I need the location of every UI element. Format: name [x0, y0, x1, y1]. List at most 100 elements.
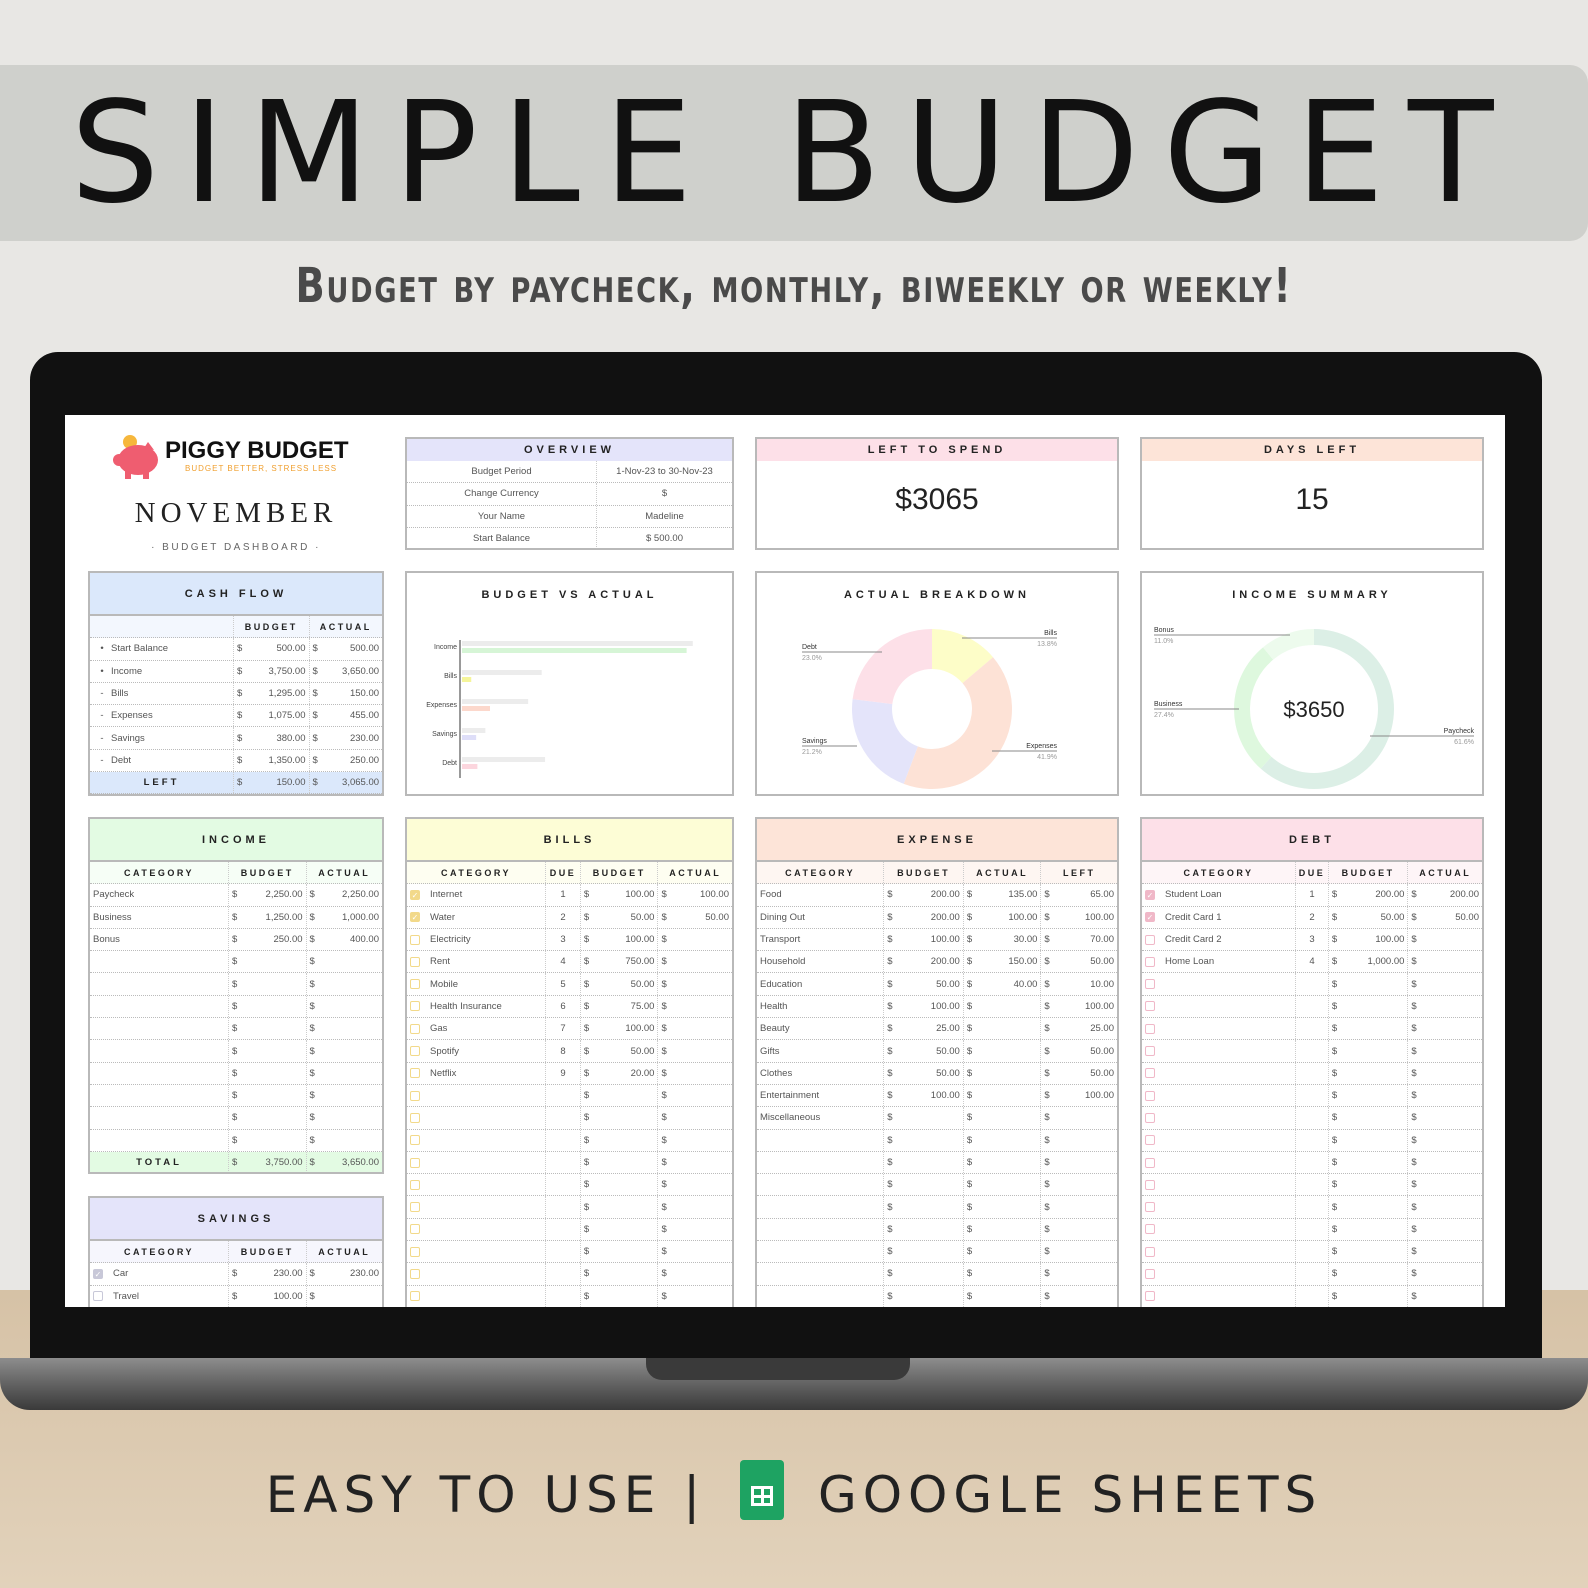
category-cell[interactable]: Home Loan — [1142, 951, 1297, 973]
category-cell[interactable]: Credit Card 2 — [1142, 928, 1297, 951]
category-cell[interactable]: Health Insurance — [407, 995, 547, 1018]
category-cell[interactable] — [407, 1285, 547, 1307]
category-cell[interactable] — [1142, 1285, 1297, 1307]
category-cell[interactable] — [1142, 1084, 1297, 1107]
category-cell[interactable] — [90, 1018, 230, 1040]
category-cell[interactable]: Gas — [407, 1018, 547, 1040]
category-cell[interactable] — [407, 1218, 547, 1241]
checkbox-icon[interactable] — [410, 1291, 420, 1302]
category-cell[interactable] — [407, 1107, 547, 1129]
category-cell[interactable]: Business — [90, 906, 230, 928]
category-cell[interactable] — [1142, 1062, 1297, 1084]
category-cell[interactable] — [1142, 1151, 1297, 1174]
category-cell[interactable] — [90, 1084, 230, 1107]
checked-checkbox-icon[interactable]: ✓ — [1145, 889, 1155, 900]
label-cell[interactable]: - Bills — [90, 682, 234, 705]
checkbox-icon[interactable] — [410, 1179, 420, 1190]
checkbox-icon[interactable] — [1145, 1246, 1155, 1257]
checkbox-icon[interactable] — [1145, 1001, 1155, 1012]
category-cell[interactable] — [407, 1129, 547, 1151]
checkbox-icon[interactable] — [410, 1046, 420, 1057]
checkbox-icon[interactable] — [410, 1246, 420, 1257]
category-cell[interactable]: Spotify — [407, 1040, 547, 1062]
checkbox-icon[interactable] — [1145, 979, 1155, 990]
category-cell[interactable] — [407, 1151, 547, 1174]
checkbox-icon[interactable] — [1145, 1224, 1155, 1235]
checkbox-icon[interactable] — [410, 979, 420, 990]
category-cell[interactable] — [757, 1151, 885, 1174]
category-cell[interactable]: Rent — [407, 951, 547, 973]
category-cell[interactable] — [90, 951, 230, 973]
checkbox-icon[interactable] — [1145, 956, 1155, 967]
category-cell[interactable]: Beauty — [757, 1018, 885, 1040]
category-cell[interactable] — [1142, 1040, 1297, 1062]
category-cell[interactable] — [90, 973, 230, 995]
category-cell[interactable]: Clothes — [757, 1062, 885, 1084]
category-cell[interactable]: Paycheck — [90, 884, 230, 906]
category-cell[interactable] — [757, 1129, 885, 1151]
category-cell[interactable] — [1142, 1196, 1297, 1218]
checkbox-icon[interactable] — [1145, 1046, 1155, 1057]
category-cell[interactable]: Netflix — [407, 1062, 547, 1084]
category-cell[interactable]: Education — [757, 973, 885, 995]
checkbox-icon[interactable] — [1145, 1179, 1155, 1190]
overview-value[interactable]: $ — [661, 488, 668, 500]
category-cell[interactable] — [757, 1218, 885, 1241]
category-cell[interactable]: Electricity — [407, 928, 547, 951]
category-cell[interactable] — [1142, 1174, 1297, 1196]
label-cell[interactable]: • Start Balance — [90, 638, 234, 660]
checkbox-icon[interactable] — [410, 1112, 420, 1123]
label-cell[interactable]: - Expenses — [90, 705, 234, 727]
category-cell[interactable]: ✓ Internet — [407, 884, 547, 906]
category-cell[interactable] — [90, 1040, 230, 1062]
category-cell[interactable] — [1142, 973, 1297, 995]
label-cell[interactable]: • Income — [90, 660, 234, 682]
checkbox-icon[interactable] — [1145, 1023, 1155, 1034]
overview-value[interactable]: Madeline — [645, 510, 684, 522]
checkbox-icon[interactable] — [1145, 934, 1155, 945]
checkbox-icon[interactable] — [410, 934, 420, 945]
category-cell[interactable]: ✓ Water — [407, 906, 547, 928]
checkbox-icon[interactable] — [410, 1090, 420, 1101]
category-cell[interactable] — [90, 1107, 230, 1129]
category-cell[interactable] — [757, 1241, 885, 1263]
checkbox-icon[interactable] — [1145, 1291, 1155, 1302]
category-cell[interactable] — [407, 1196, 547, 1218]
category-cell[interactable] — [1142, 1129, 1297, 1151]
category-cell[interactable]: Dining Out — [757, 906, 885, 928]
category-cell[interactable] — [1142, 995, 1297, 1018]
checkbox-icon[interactable] — [1145, 1090, 1155, 1101]
category-cell[interactable] — [407, 1084, 547, 1107]
checkbox-icon[interactable] — [410, 1135, 420, 1146]
overview-value[interactable]: 1-Nov-23 to 30-Nov-23 — [616, 466, 713, 478]
checkbox-icon[interactable] — [410, 1001, 420, 1012]
checkbox-icon[interactable] — [410, 1224, 420, 1235]
checkbox-icon[interactable] — [1145, 1135, 1155, 1146]
checkbox-icon[interactable] — [1145, 1268, 1155, 1279]
category-cell[interactable]: Travel — [90, 1285, 230, 1307]
category-cell[interactable]: Health — [757, 995, 885, 1018]
category-cell[interactable] — [90, 1129, 230, 1151]
category-cell[interactable]: Food — [757, 884, 885, 906]
label-cell[interactable]: - Savings — [90, 727, 234, 749]
checkbox-icon[interactable] — [410, 1157, 420, 1168]
category-cell[interactable] — [90, 995, 230, 1018]
category-cell[interactable]: Household — [757, 951, 885, 973]
category-cell[interactable] — [757, 1196, 885, 1218]
category-cell[interactable] — [1142, 1018, 1297, 1040]
category-cell[interactable] — [1142, 1218, 1297, 1241]
category-cell[interactable] — [757, 1263, 885, 1285]
category-cell[interactable]: Bonus — [90, 928, 230, 951]
category-cell[interactable]: Transport — [757, 928, 885, 951]
category-cell[interactable] — [1142, 1241, 1297, 1263]
category-cell[interactable] — [407, 1263, 547, 1285]
category-cell[interactable]: ✓ Student Loan — [1142, 884, 1297, 906]
category-cell[interactable] — [1142, 1263, 1297, 1285]
checkbox-icon[interactable] — [410, 1202, 420, 1213]
label-cell[interactable]: - Debt — [90, 749, 234, 772]
category-cell[interactable]: Mobile — [407, 973, 547, 995]
checkbox-icon[interactable] — [410, 956, 420, 967]
category-cell[interactable]: ✓ Car — [90, 1263, 230, 1285]
checkbox-icon[interactable] — [410, 1023, 420, 1034]
checkbox-icon[interactable] — [1145, 1202, 1155, 1213]
